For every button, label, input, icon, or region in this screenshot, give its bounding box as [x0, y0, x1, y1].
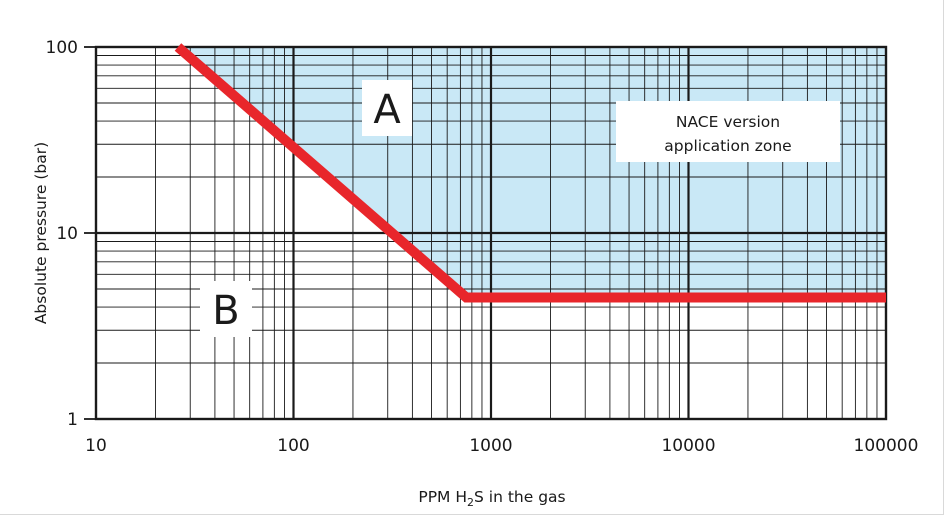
x-tick-label: 100	[277, 436, 309, 456]
y-tick-label: 1	[67, 410, 78, 430]
x-axis-title-suffix: S in the gas	[474, 488, 566, 506]
x-axis-title-subscript: 2	[467, 496, 474, 509]
region-b-text: B	[212, 288, 239, 334]
boundary-curve	[174, 43, 886, 303]
x-tick-label: 10	[85, 436, 107, 456]
x-axis-title-prefix: PPM H	[418, 488, 467, 506]
y-tick-label: 10	[56, 224, 78, 244]
zone-label-line2: application zone	[664, 137, 791, 155]
y-tick-label: 100	[46, 38, 78, 58]
region-b-label-bg	[200, 281, 252, 337]
region-a-label: A	[362, 80, 412, 136]
x-tick-labels: 10 100 1000 10000 100000	[85, 436, 918, 456]
x-axis-title: PPM H2S in the gas	[418, 488, 565, 509]
region-b-label: B	[200, 281, 252, 337]
zone-label-bg	[616, 101, 840, 162]
y-tick-labels: 100 10 1	[46, 38, 78, 430]
boundary-curve-layer	[174, 43, 886, 303]
application-zone-label: NACE version application zone	[616, 101, 840, 162]
region-a-label-bg	[362, 80, 412, 136]
y-axis-title: Absolute pressure (bar)	[32, 142, 50, 324]
x-tick-label: 100000	[854, 436, 919, 456]
zone-label-line1: NACE version	[676, 113, 780, 131]
region-a-text: A	[373, 87, 401, 133]
x-tick-label: 1000	[469, 436, 512, 456]
x-tick-label: 10000	[661, 436, 715, 456]
